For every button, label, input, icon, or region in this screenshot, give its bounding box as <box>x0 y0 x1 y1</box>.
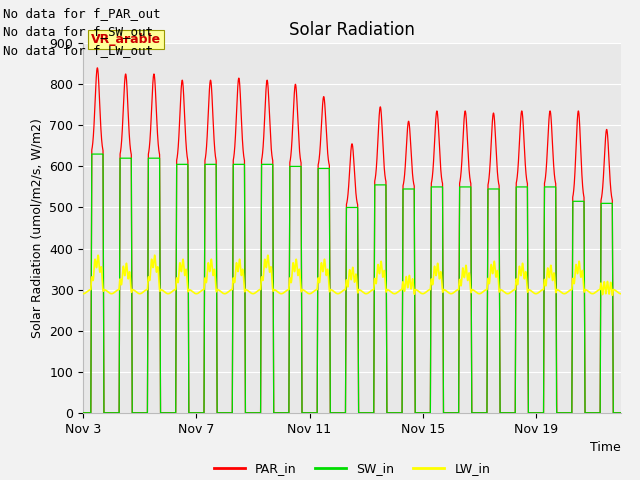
Legend: PAR_in, SW_in, LW_in: PAR_in, SW_in, LW_in <box>209 457 495 480</box>
Text: VR_arable: VR_arable <box>91 33 161 46</box>
Text: No data for f_SW_out: No data for f_SW_out <box>3 25 153 38</box>
Title: Solar Radiation: Solar Radiation <box>289 21 415 39</box>
X-axis label: Time: Time <box>590 441 621 454</box>
Y-axis label: Solar Radiation (umol/m2/s, W/m2): Solar Radiation (umol/m2/s, W/m2) <box>31 118 44 338</box>
Text: No data for f_PAR_out: No data for f_PAR_out <box>3 7 161 20</box>
Text: No data for f_LW_out: No data for f_LW_out <box>3 44 153 57</box>
